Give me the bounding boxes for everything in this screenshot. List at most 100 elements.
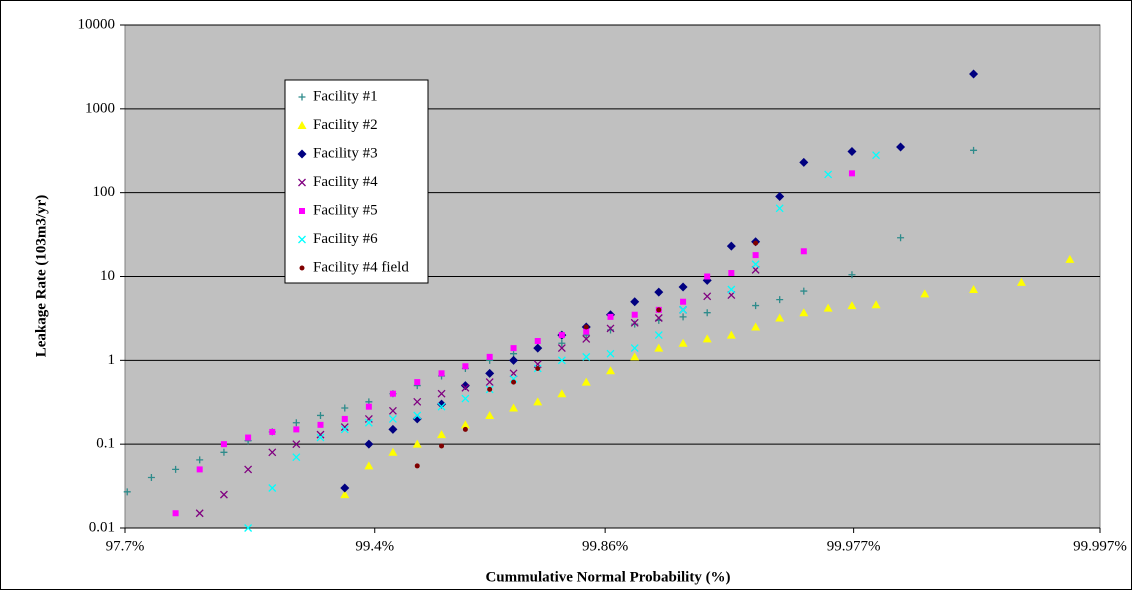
- point: [461, 383, 470, 392]
- point: [969, 69, 979, 79]
- point: [487, 386, 493, 392]
- x-tick-label: 97.7%: [106, 538, 145, 554]
- point: [533, 343, 543, 353]
- point: [606, 324, 615, 333]
- y-tick-label: 10000: [78, 16, 116, 32]
- point: [607, 313, 614, 320]
- point: [244, 465, 253, 474]
- legend-marker: [297, 149, 307, 159]
- point: [534, 338, 541, 345]
- point: [340, 425, 349, 434]
- point: [969, 284, 979, 293]
- y-tick-label: 1000: [85, 100, 115, 116]
- point: [220, 441, 227, 448]
- point: [557, 356, 566, 365]
- y-tick-label: 0.1: [96, 436, 115, 452]
- point: [147, 474, 155, 482]
- point: [630, 297, 640, 307]
- point: [341, 404, 349, 412]
- point: [848, 170, 855, 177]
- point: [316, 411, 324, 419]
- point: [268, 484, 277, 492]
- point: [389, 390, 396, 397]
- point: [703, 292, 712, 301]
- point: [388, 447, 398, 456]
- point: [752, 302, 760, 310]
- point: [413, 397, 422, 406]
- point: [340, 490, 350, 499]
- point: [510, 345, 517, 352]
- point: [316, 430, 325, 439]
- x-tick-label: 99.977%: [827, 538, 881, 554]
- point: [316, 433, 325, 442]
- point: [775, 313, 785, 322]
- point: [485, 368, 495, 378]
- point: [123, 488, 131, 496]
- point: [486, 353, 493, 360]
- point: [439, 443, 445, 449]
- point: [460, 381, 470, 391]
- point: [462, 363, 469, 370]
- point: [654, 331, 663, 340]
- point: [727, 285, 736, 294]
- point: [702, 334, 712, 343]
- point: [726, 241, 736, 251]
- point: [365, 403, 372, 410]
- point: [630, 344, 639, 353]
- point: [292, 419, 300, 427]
- point: [364, 418, 373, 427]
- point: [461, 394, 470, 403]
- point: [341, 415, 348, 422]
- point: [412, 414, 422, 424]
- point: [920, 289, 930, 298]
- point: [511, 379, 517, 385]
- point: [654, 314, 663, 322]
- point: [872, 151, 881, 160]
- point: [775, 192, 785, 202]
- point: [195, 509, 204, 518]
- point: [679, 305, 688, 314]
- point: [533, 397, 543, 406]
- legend-marker: [298, 235, 306, 244]
- point: [509, 403, 519, 412]
- legend-label: Facility #2: [313, 117, 378, 133]
- point: [680, 298, 687, 305]
- point: [631, 311, 638, 318]
- x-tick-label: 99.4%: [355, 538, 394, 554]
- point: [509, 369, 518, 378]
- point: [340, 423, 349, 432]
- y-tick-label: 10: [100, 268, 115, 284]
- point: [437, 430, 447, 439]
- point: [340, 483, 350, 493]
- legend-marker: [298, 93, 306, 101]
- legend-label: Facility #4: [313, 174, 378, 190]
- point: [606, 349, 615, 358]
- point: [219, 490, 228, 499]
- y-tick-label: 0.01: [89, 519, 115, 535]
- point: [558, 339, 566, 347]
- point: [606, 366, 616, 375]
- point: [196, 456, 204, 464]
- point: [800, 248, 807, 255]
- point: [364, 461, 374, 470]
- point: [293, 426, 300, 433]
- point: [753, 240, 759, 246]
- point: [656, 307, 662, 313]
- x-tick-label: 99.997%: [1073, 538, 1127, 554]
- point: [485, 378, 494, 387]
- point: [245, 434, 252, 441]
- point: [388, 406, 397, 415]
- point: [751, 265, 760, 274]
- point: [703, 309, 711, 317]
- point: [799, 308, 809, 317]
- point: [896, 142, 906, 152]
- point: [364, 439, 374, 449]
- point: [583, 324, 589, 330]
- point: [679, 313, 687, 321]
- point: [196, 466, 203, 473]
- point: [1065, 254, 1075, 263]
- point: [485, 410, 495, 419]
- point: [847, 146, 857, 156]
- point: [871, 300, 881, 309]
